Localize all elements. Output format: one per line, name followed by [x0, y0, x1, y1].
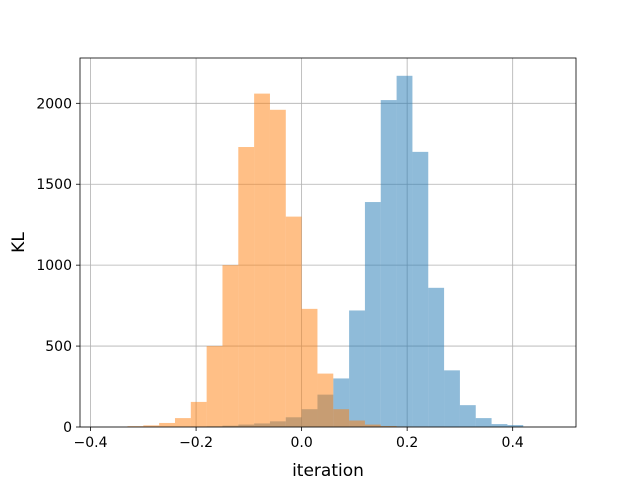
series-2-bar-13 — [333, 409, 350, 427]
series-2-bar-7 — [238, 147, 255, 427]
series-1-bar-13 — [396, 75, 413, 427]
x-tick-label-4: 0.4 — [502, 435, 524, 451]
histogram-bars — [127, 75, 524, 428]
series-1-bar-18 — [475, 418, 492, 427]
series-2-bar-8 — [254, 93, 270, 428]
series-2-bar-11 — [301, 308, 318, 427]
series-2-bar-1 — [143, 425, 160, 427]
y-tick-label-1: 500 — [45, 339, 72, 355]
y-tick-label-2: 1000 — [36, 258, 72, 274]
y-axis-label: KL — [9, 232, 29, 253]
series-1-bar-14 — [412, 151, 429, 428]
y-tick-label-0: 0 — [63, 420, 72, 436]
axis-ticks: −0.4 −0.2 0.0 0.2 0.4 0 500 1000 1500 2000 — [36, 96, 524, 451]
series-2-bar-5 — [206, 346, 223, 427]
plot-frame — [79, 57, 577, 428]
series-2-bar-14 — [349, 420, 365, 427]
series-2-bar-2 — [159, 422, 175, 427]
x-tick-label-0: −0.4 — [74, 435, 108, 451]
grid-lines — [80, 58, 576, 428]
series-2-bar-9 — [269, 109, 286, 427]
series-1-bar-19 — [491, 424, 508, 427]
series-2-bar-0 — [127, 426, 144, 427]
series-1-bar-16 — [444, 370, 460, 427]
y-tick-label-4: 2000 — [36, 96, 72, 112]
series-1-bar-12 — [380, 100, 397, 427]
series-1-bar-15 — [428, 287, 445, 427]
x-tick-label-2: 0.0 — [290, 435, 312, 451]
series-2-bar-4 — [190, 401, 207, 427]
series-2-bar-12 — [317, 373, 334, 427]
series-2-bar-6 — [222, 265, 239, 427]
series-1-bar-11 — [364, 202, 381, 427]
series-2-bar-16 — [380, 426, 397, 427]
series-2-bar-3 — [174, 418, 191, 427]
x-axis-label: iteration — [292, 461, 364, 480]
x-tick-label-3: 0.2 — [396, 435, 418, 451]
series-1-bar-10 — [349, 310, 365, 427]
series-2-bar-15 — [364, 424, 381, 427]
series-1-bar-17 — [459, 405, 476, 427]
x-tick-label-1: −0.2 — [179, 435, 213, 451]
y-tick-label-3: 1500 — [36, 177, 72, 193]
series-2-bar-10 — [285, 216, 302, 427]
series-1-bar-20 — [507, 425, 524, 427]
